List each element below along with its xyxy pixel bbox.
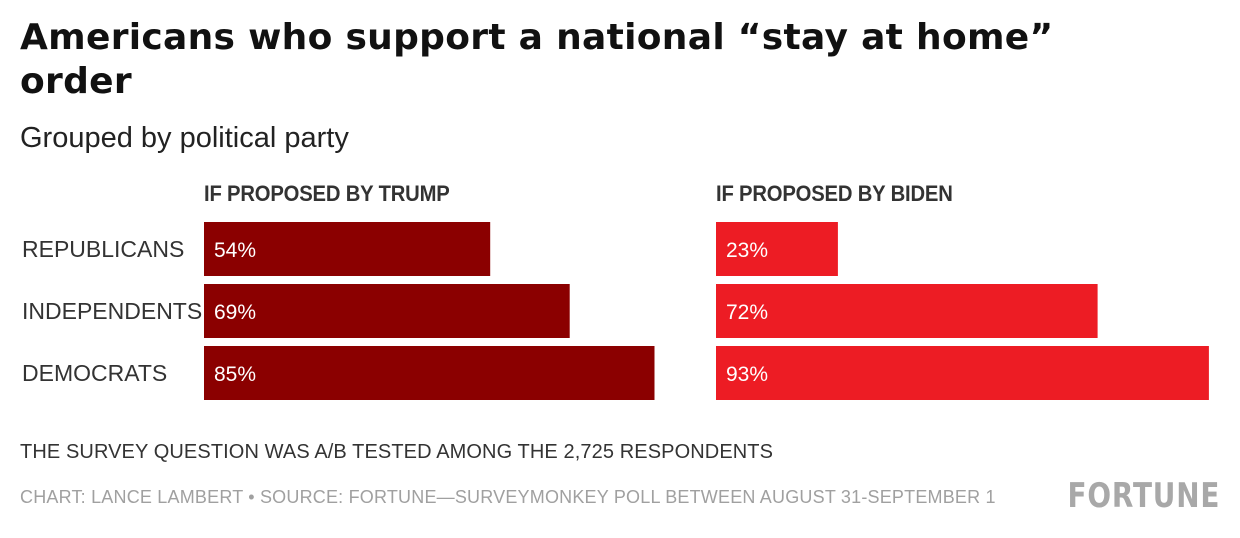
value-label-biden-democrats: 93% bbox=[726, 363, 768, 386]
value-label-trump-independents: 69% bbox=[214, 301, 256, 324]
fortune-logo: FORTUNE bbox=[1067, 476, 1220, 516]
bar-trump-democrats bbox=[204, 346, 655, 400]
bar-biden-independents bbox=[716, 284, 1098, 338]
chart-title: Americans who support a national “stay a… bbox=[20, 17, 1054, 102]
category-label-independents: INDEPENDENTS bbox=[22, 298, 202, 324]
survey-note: THE SURVEY QUESTION WAS A/B TESTED AMONG… bbox=[20, 441, 774, 463]
bar-trump-independents bbox=[204, 284, 570, 338]
source-credit: CHART: LANCE LAMBERT • SOURCE: FORTUNE—S… bbox=[20, 487, 996, 507]
panel-header-trump: IF PROPOSED BY TRUMP bbox=[204, 181, 450, 206]
value-label-trump-democrats: 85% bbox=[214, 363, 256, 386]
value-label-biden-independents: 72% bbox=[726, 301, 768, 324]
bar-biden-democrats bbox=[716, 346, 1209, 400]
value-label-trump-republicans: 54% bbox=[214, 239, 256, 262]
bar-biden-republicans bbox=[716, 222, 838, 276]
category-label-democrats: DEMOCRATS bbox=[22, 360, 167, 386]
panel-header-biden: IF PROPOSED BY BIDEN bbox=[716, 181, 953, 206]
value-label-biden-republicans: 23% bbox=[726, 239, 768, 262]
chart-subtitle: Grouped by political party bbox=[20, 122, 349, 154]
bar-trump-republicans bbox=[204, 222, 491, 276]
category-label-republicans: REPUBLICANS bbox=[22, 236, 184, 262]
